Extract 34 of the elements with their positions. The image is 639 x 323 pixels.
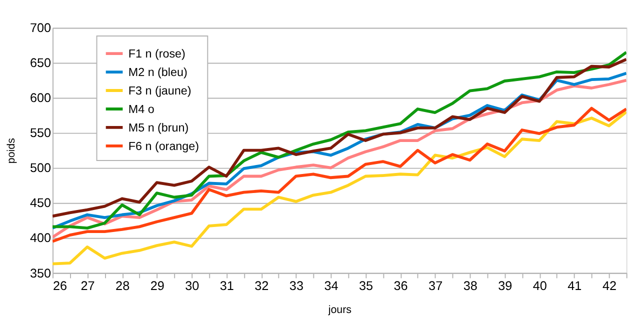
x-tick-label: 42 [602, 278, 616, 293]
legend-label: F3 n (jaune) [128, 84, 192, 98]
y-axis-title: poids [5, 138, 18, 164]
legend-label: F1 n (rose) [128, 47, 186, 60]
legend-label: M2 n (bleu) [128, 66, 188, 79]
x-tick-label: 33 [289, 278, 304, 293]
x-tick-label: 30 [185, 278, 200, 293]
y-tick-label: 600 [30, 91, 52, 106]
x-tick-label: 28 [116, 278, 130, 293]
x-tick-label: 37 [428, 278, 443, 293]
y-tick-label: 700 [30, 21, 52, 36]
y-tick-label: 650 [30, 56, 52, 70]
x-axis-title: jours [327, 304, 352, 316]
y-tick-label: 450 [30, 196, 52, 210]
x-tick-label: 31 [220, 278, 234, 293]
y-tick-label: 350 [30, 266, 52, 280]
y-tick-label: 550 [30, 126, 52, 140]
x-tick-label: 38 [463, 278, 478, 293]
x-tick-label: 36 [394, 278, 408, 293]
y-tick-label: 500 [30, 161, 52, 176]
y-tick-label: 400 [30, 231, 52, 246]
legend-label: F6 n (orange) [128, 140, 200, 153]
legend-label: M4 o [128, 102, 154, 116]
x-tick-label: 34 [324, 278, 338, 293]
x-tick-label: 27 [80, 278, 95, 293]
x-tick-label: 41 [568, 278, 582, 293]
x-tick-label: 26 [53, 278, 68, 293]
line-series [52, 106, 626, 243]
x-tick-label: 29 [150, 278, 164, 293]
x-tick-label: 39 [498, 278, 512, 293]
x-tick-label: 40 [532, 278, 547, 293]
x-tick-label: 32 [254, 278, 269, 293]
x-tick-label: 35 [358, 278, 374, 293]
legend-label: M5 n (brun) [128, 121, 189, 134]
